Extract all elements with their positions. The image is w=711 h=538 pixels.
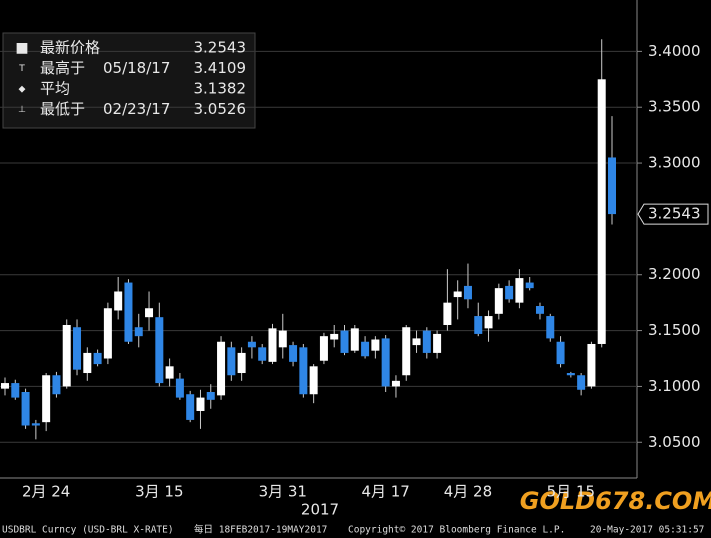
candle-body — [484, 316, 493, 329]
candle-body — [494, 288, 503, 314]
y-tick-label: 3.2000 — [648, 265, 701, 283]
candle-body — [577, 375, 586, 390]
candle-body — [433, 333, 442, 353]
candle-body — [196, 397, 205, 411]
watermark: GOLD678.COM — [520, 487, 711, 515]
candle-body — [515, 278, 524, 303]
candle-body — [535, 306, 544, 314]
candle-body — [268, 328, 277, 362]
candle-body — [330, 333, 339, 340]
candle-body — [309, 366, 318, 395]
legend-value: 3.2543 — [194, 39, 247, 57]
legend-label: 最新价格 — [40, 39, 100, 57]
candle-body — [412, 338, 421, 346]
legend-label: 平均 — [40, 80, 70, 98]
y-tick-label: 3.3500 — [648, 98, 701, 116]
footer-text: 每日 18FEB2017-19MAY2017 — [194, 524, 327, 536]
footer-text: 20-May-2017 05:31:57 — [590, 525, 704, 536]
candle-body — [42, 375, 51, 423]
candle-body — [186, 394, 195, 420]
candle-body — [422, 330, 431, 353]
legend-icon: T — [18, 64, 25, 74]
x-tick-label: 4月 17 — [361, 483, 409, 501]
legend-label: 最高于 — [40, 59, 85, 77]
candle-body — [62, 324, 71, 387]
candle-body — [237, 352, 246, 374]
candle-body — [1, 383, 9, 389]
candle-body — [93, 352, 102, 365]
footer-text: USDBRL Curncy (USD-BRL X-RATE) — [2, 525, 174, 536]
candle-body — [566, 373, 575, 376]
candle-body — [52, 375, 61, 395]
candle-body — [402, 327, 411, 376]
last-price-label: 3.2543 — [648, 205, 701, 223]
legend-value: 3.0526 — [194, 100, 247, 118]
candle-body — [124, 282, 133, 342]
legend-icon: ◆ — [19, 85, 26, 95]
year-label: 2017 — [301, 501, 339, 519]
candle-body — [546, 316, 555, 339]
candle-body — [319, 336, 328, 361]
candle-body — [361, 341, 370, 357]
legend-icon: ⊥ — [18, 105, 26, 115]
x-tick-label: 4月 28 — [444, 483, 492, 501]
candle-body — [247, 341, 256, 348]
legend-label: 最低于 — [40, 100, 85, 118]
candle-body — [11, 383, 20, 398]
candle-body — [587, 343, 596, 387]
x-tick-label: 3月 15 — [135, 483, 183, 501]
candle-body — [505, 285, 514, 300]
legend-box — [2, 32, 256, 129]
x-tick-label: 5月 15 — [547, 483, 595, 501]
y-tick-label: 3.3000 — [648, 154, 701, 172]
candle-body — [443, 302, 452, 325]
legend-icon: ■ — [15, 40, 28, 56]
x-tick-label: 2月 24 — [22, 483, 70, 501]
candle-body — [165, 366, 174, 379]
candle-body — [134, 327, 143, 337]
footer-text: Copyright© 2017 Bloomberg Finance L.P. — [348, 525, 565, 536]
candle-body — [114, 291, 123, 311]
legend-value: 3.4109 — [194, 59, 247, 77]
candle-body — [31, 423, 40, 426]
last-price-box — [637, 203, 709, 225]
candle-body — [175, 378, 184, 398]
candle-body — [155, 317, 164, 384]
candle-body — [371, 339, 380, 351]
candle-body — [525, 282, 534, 289]
y-tick-label: 3.1500 — [648, 321, 701, 339]
y-tick-label: 3.4000 — [648, 42, 701, 60]
x-tick-label: 3月 31 — [259, 483, 307, 501]
candle-body — [289, 345, 298, 362]
candle-body — [597, 79, 606, 344]
candle-body — [73, 327, 82, 370]
candle-body — [340, 330, 349, 353]
candle-body — [21, 392, 30, 426]
candle-body — [83, 352, 92, 374]
candle-body — [217, 341, 226, 396]
candle-body — [258, 347, 267, 361]
candle-body — [391, 380, 400, 387]
candle-body — [453, 291, 462, 298]
candle-body — [278, 330, 287, 348]
candle-body — [381, 338, 390, 387]
candle-body — [474, 316, 483, 334]
candle-body — [463, 285, 472, 300]
legend-date: 02/23/17 — [103, 100, 170, 118]
legend-date: 05/18/17 — [103, 59, 170, 77]
candle-body — [299, 347, 308, 395]
candle-body — [103, 308, 112, 359]
candle-body — [608, 157, 616, 215]
candle-body — [227, 347, 236, 376]
y-tick-label: 3.0500 — [648, 433, 701, 451]
candle-body — [145, 308, 154, 318]
y-tick-label: 3.1000 — [648, 377, 701, 395]
candle-body — [350, 328, 359, 351]
candle-body — [206, 392, 215, 400]
candle-body — [556, 341, 565, 365]
legend-value: 3.1382 — [194, 80, 247, 98]
